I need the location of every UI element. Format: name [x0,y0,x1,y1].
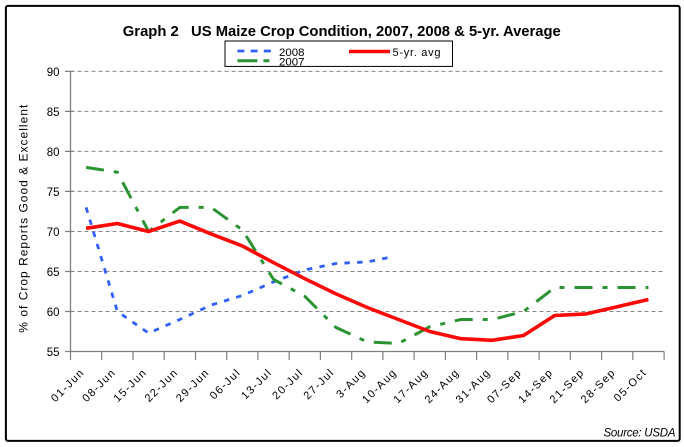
svg-text:2007: 2007 [279,57,305,69]
svg-text:08-Jun: 08-Jun [80,367,118,405]
svg-text:55: 55 [47,347,60,359]
svg-text:Graph 2 US Maize Crop Condit: Graph 2 US Maize Crop Condition, 2007, 2… [123,24,561,40]
svg-text:06-Jul: 06-Jul [208,367,244,403]
svg-text:22-Jun: 22-Jun [143,367,181,405]
svg-text:85: 85 [47,107,60,119]
svg-text:13-Jul: 13-Jul [239,367,275,403]
svg-text:80: 80 [47,147,60,159]
svg-text:% of Crop Reports Good & Excel: % of Crop Reports Good & Excellent [17,104,31,333]
svg-text:2008: 2008 [279,47,305,59]
svg-text:75: 75 [47,187,60,199]
svg-text:01-Jun: 01-Jun [49,367,87,405]
svg-text:29-Jun: 29-Jun [174,367,212,405]
svg-text:60: 60 [47,307,60,319]
svg-text:27-Jul: 27-Jul [302,367,338,403]
svg-text:65: 65 [47,267,60,279]
svg-text:20-Jul: 20-Jul [270,367,306,403]
svg-text:15-Jun: 15-Jun [112,367,150,405]
svg-text:05-Oct: 05-Oct [612,367,650,405]
svg-text:5-yr. avg: 5-yr. avg [393,47,441,59]
svg-text:28-Sep: 28-Sep [579,367,619,407]
svg-text:Source: USDA: Source: USDA [604,428,676,440]
svg-text:90: 90 [47,67,60,79]
svg-text:70: 70 [47,227,60,239]
